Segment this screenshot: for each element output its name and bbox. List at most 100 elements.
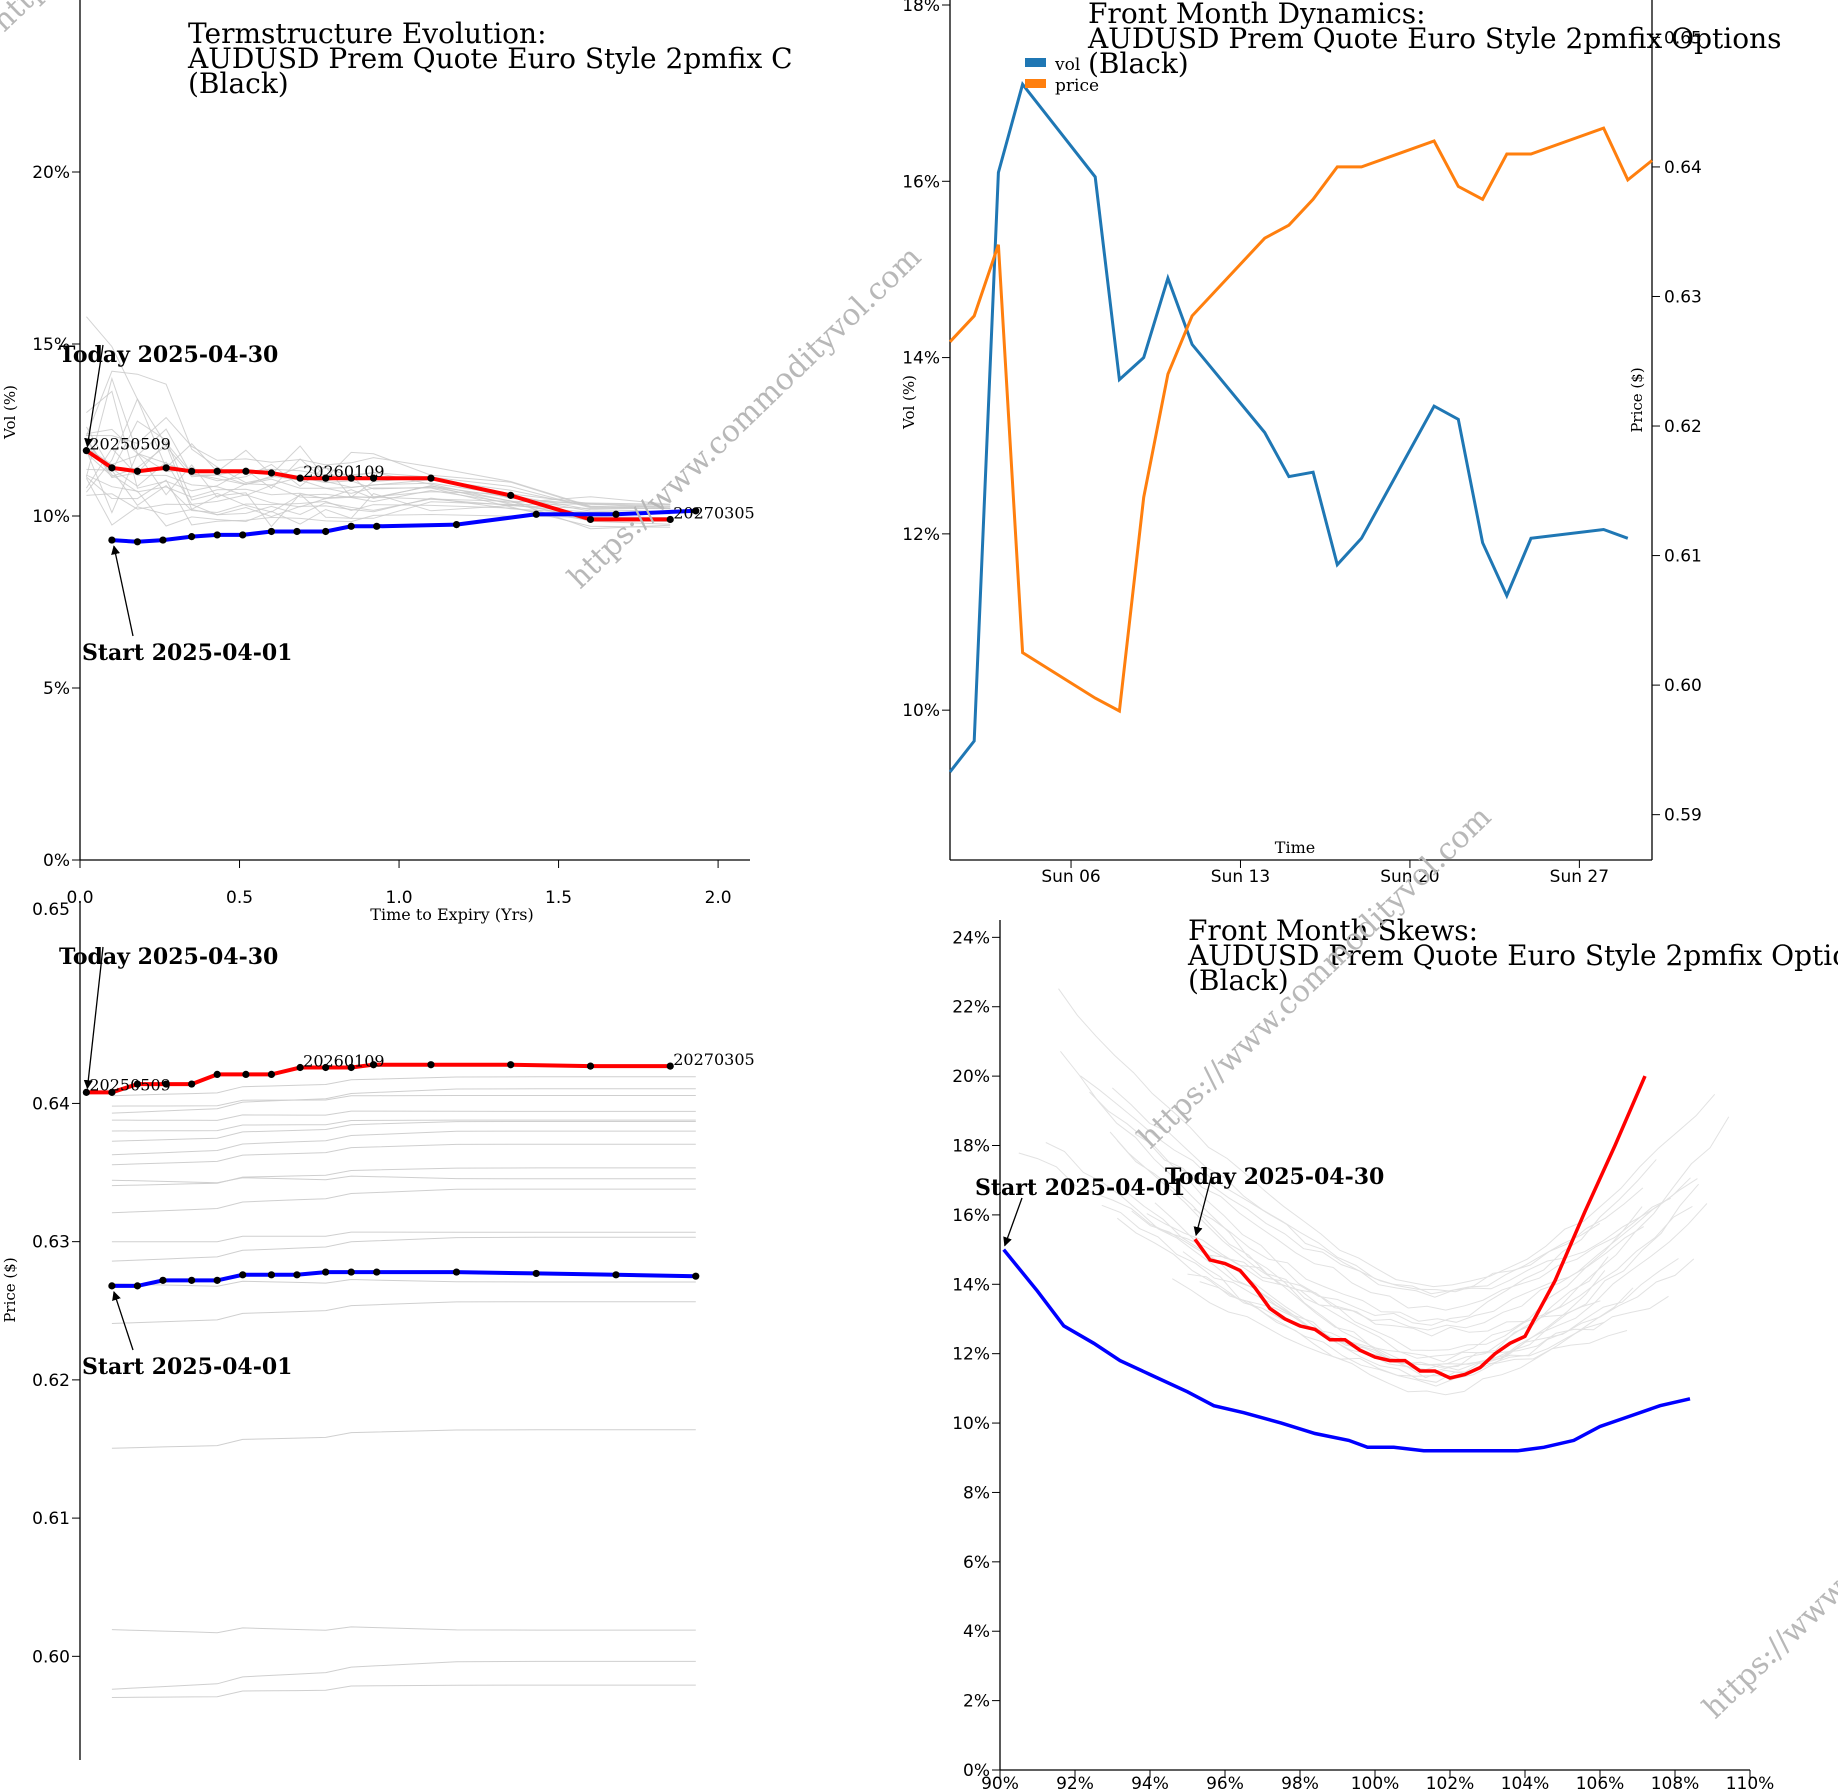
chart-title-line-2: AUDUSD Prem Quote Euro Style 2pmfix Opti… <box>1187 939 1838 972</box>
data-point <box>162 1080 170 1088</box>
annotation-arrow <box>1003 1197 1023 1247</box>
series-group: 20250509 20260109 20270305 <box>82 435 755 546</box>
data-point <box>452 1268 461 1276</box>
y-tick-label: 0.60 <box>32 1647 70 1667</box>
termstructure-price-chart: 0.65 0.60 0.61 0.62 0.63 0.64 20250509 2026010… <box>1 900 755 1760</box>
y-tick-label-right: 0.61 <box>1664 547 1702 567</box>
data-point <box>373 1268 381 1276</box>
y-tick-label-right: 0.65 <box>1664 28 1702 48</box>
history-curve <box>86 416 671 510</box>
series-line <box>1193 1075 1647 1380</box>
data-point <box>188 1080 196 1088</box>
chart-title-line-1: Front Month Skews: <box>1188 914 1478 947</box>
chart-title-line-3: (Black) <box>188 67 289 100</box>
legend-label-price: price <box>1055 76 1099 96</box>
historical-skew-curves <box>1018 988 1730 1396</box>
y-axis-label-right: Price ($) <box>1628 367 1646 432</box>
data-point <box>213 531 221 539</box>
annotation-start: Start 2025-04-01 <box>975 1175 1185 1201</box>
series-group <box>1002 1075 1691 1453</box>
data-point <box>159 536 167 544</box>
history-curve <box>86 448 671 515</box>
y-axis-label: Vol (%) <box>900 375 918 430</box>
data-point <box>188 533 196 541</box>
history-curve <box>111 1660 696 1690</box>
data-point <box>373 522 381 530</box>
history-curve <box>1018 1152 1657 1326</box>
y-tick-label: 0% <box>43 851 70 871</box>
point-label: 20260109 <box>303 1051 384 1070</box>
history-curve <box>111 1167 696 1187</box>
watermark-1: https://www.commodityvol.com <box>561 240 928 596</box>
series-line-vol <box>948 81 1629 773</box>
chart-title-line-1: Front Month Dynamics: <box>1088 0 1426 30</box>
y-tick-label-right: 0.62 <box>1664 417 1702 437</box>
x-tick-label: Sun 20 <box>1380 867 1439 887</box>
data-point <box>213 467 221 475</box>
history-curve <box>1125 1191 1708 1379</box>
series-line-price <box>948 126 1653 714</box>
y-tick-label: 20% <box>32 163 70 183</box>
y-tick-label: 0.65 <box>32 900 70 920</box>
data-point <box>133 538 142 546</box>
x-tick-label: 96% <box>1206 1774 1244 1792</box>
history-curve <box>1172 1258 1679 1377</box>
data-point <box>293 527 301 536</box>
y-tick-label: 0.63 <box>32 1233 70 1253</box>
y-tick-label: 14% <box>952 1275 990 1295</box>
data-point <box>369 474 378 482</box>
history-curve <box>1116 1217 1606 1387</box>
x-tick-label: 1.0 <box>386 888 413 908</box>
x-axis: 0.0 0.5 1.0 1.5 2.0 <box>66 859 750 908</box>
point-label: 20260109 <box>303 462 384 481</box>
history-curve <box>1187 1258 1695 1366</box>
y-tick-label: 2% <box>963 1692 990 1712</box>
data-point <box>267 469 276 477</box>
x-tick-label: 108% <box>1651 1774 1700 1792</box>
history-curve <box>111 1076 696 1097</box>
data-point <box>322 1063 330 1072</box>
y-axis-label: Price ($) <box>1 1257 19 1322</box>
data-point <box>452 521 461 529</box>
history-curve <box>111 1175 696 1184</box>
data-point <box>239 1271 247 1279</box>
chart-title-line-2: AUDUSD Prem Quote Euro Style 2pmfix Opti… <box>1087 22 1782 55</box>
historical-price-curves <box>111 1076 696 1698</box>
series-line <box>86 1062 671 1095</box>
data-point <box>82 447 90 455</box>
point-label: 20250509 <box>89 1075 170 1094</box>
y-tick-label: 0.64 <box>32 1094 70 1114</box>
x-axis-label: Time to Expiry (Yrs) <box>370 905 533 924</box>
history-curve <box>111 1684 696 1698</box>
data-point <box>692 507 700 515</box>
data-point <box>242 1070 250 1078</box>
series-line <box>85 448 671 522</box>
termstructure-vol-chart: 0.0 0.5 1.0 1.5 2.0 0%5%10%15%20% 2025050920… <box>1 0 793 924</box>
x-axis: Sun 06 Sun 13 Sun 20 Sun 27 <box>950 859 1652 887</box>
chart-title-line-1: Termstructure Evolution: <box>188 17 547 50</box>
x-tick-label: 1.5 <box>545 888 572 908</box>
data-point <box>347 1268 355 1276</box>
y-tick-label: 12% <box>952 1345 990 1365</box>
annotations: Today 2025-04-30 Start 2025-04-01 <box>59 342 292 666</box>
history-curve <box>1154 1183 1699 1383</box>
x-tick-label: Sun 13 <box>1211 867 1270 887</box>
data-point <box>612 1271 620 1279</box>
data-point <box>347 1063 355 1072</box>
y-tick-label: 5% <box>43 679 70 699</box>
y-tick-label: 0% <box>963 1761 990 1781</box>
annotation-arrow <box>112 1291 134 1351</box>
y-axis-label: Vol (%) <box>1 385 19 440</box>
data-point <box>322 527 330 536</box>
annotation-arrow <box>1193 1173 1213 1237</box>
data-point <box>347 474 355 482</box>
annotation-arrow <box>111 545 134 637</box>
data-point <box>133 467 142 475</box>
watermark-3: https://www.commodityvol.com <box>1696 1370 1838 1726</box>
data-point <box>666 1062 674 1070</box>
y-tick-label: 18% <box>902 0 940 16</box>
y-tick-label-right: 0.64 <box>1664 158 1702 178</box>
history-curve <box>1193 1208 1644 1323</box>
annotation-today: Today 2025-04-30 <box>59 342 278 368</box>
